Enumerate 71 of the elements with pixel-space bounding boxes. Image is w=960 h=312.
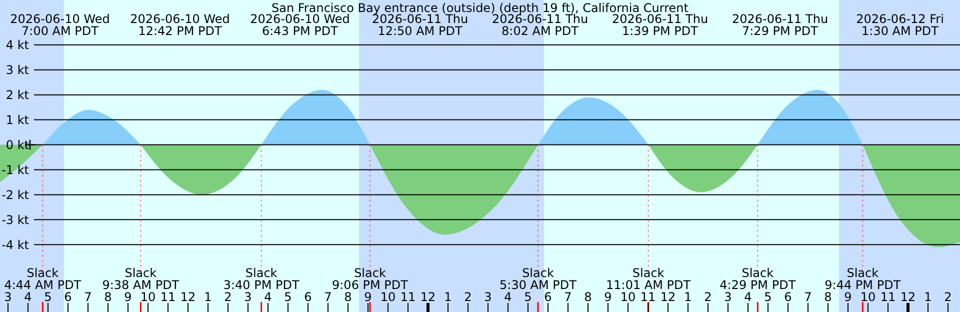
x-tick-label: 8 (584, 290, 592, 304)
ref-line-label: Slack 9:06 PM PDT (332, 266, 409, 292)
x-tick-label: 10 (380, 290, 396, 304)
ref-line-label: Slack 3:40 PM PDT (223, 266, 300, 292)
ref-line-label: Slack 9:38 AM PDT (102, 266, 180, 292)
ref-line-label: Slack 11:01 AM PDT (606, 266, 692, 292)
x-tick-label: 5 (764, 290, 772, 304)
x-tick-label: 9 (844, 290, 852, 304)
x-tick-label: 9 (124, 290, 132, 304)
x-tick-label: 9 (604, 290, 612, 304)
y-tick-label: 3 kt (6, 63, 30, 78)
x-tick-label: 10 (620, 290, 636, 304)
x-tick-label: 12 (660, 290, 676, 304)
y-tick-label: 2 kt (6, 88, 30, 102)
annotation: 2026-06-10 Wed 12:42 PM PDT (130, 12, 230, 38)
x-tick-label: 6 (304, 290, 312, 304)
x-tick-label: 2 (464, 290, 472, 304)
x-tick-label: 11 (400, 290, 416, 304)
ref-line-label: Slack 5:30 AM PDT (500, 266, 578, 292)
x-tick-label: 4 (24, 290, 32, 304)
x-tick-label: 4 (504, 290, 512, 304)
x-tick-label: 10 (140, 290, 156, 304)
ref-line-label: Slack 4:44 AM PDT (4, 266, 82, 292)
x-tick-label: 1 (924, 290, 932, 304)
x-tick-label: 8 (824, 290, 832, 304)
x-tick-label: 4 (744, 290, 752, 304)
y-tick-label: 4 kt (6, 38, 30, 52)
y-tick-label: -4 kt (2, 238, 30, 252)
x-tick-label: 2 (944, 290, 952, 304)
x-tick-label: 12 (420, 290, 436, 304)
y-tick-label: 1 kt (6, 113, 30, 128)
x-tick-label: 11 (160, 290, 176, 304)
y-tick-label: -2 kt (2, 188, 30, 202)
y-tick-label: -1 kt (2, 162, 30, 177)
x-tick-label: 8 (104, 290, 112, 304)
annotation: 2026-06-12 Fri 1:30 AM PDT (856, 12, 944, 38)
x-tick-label: 1 (684, 290, 692, 304)
x-tick-label: 7 (564, 290, 572, 304)
x-tick-label: 10 (860, 290, 876, 304)
x-tick-label: 2 (224, 290, 232, 304)
x-tick-label: 6 (544, 290, 552, 304)
x-tick-label: 7 (804, 290, 812, 304)
x-tick-label: 3 (4, 290, 12, 304)
ref-line-label: Slack 4:29 PM PDT (720, 266, 796, 292)
x-tick-label: 12 (180, 290, 196, 304)
chart-title: San Francisco Bay entrance (outside) (depth 19 ft), California Current (272, 1, 689, 15)
x-tick-label: 11 (640, 290, 656, 304)
x-tick-label: 5 (284, 290, 292, 304)
x-tick-label: 3 (484, 290, 492, 304)
x-tick-label: 3 (724, 290, 732, 304)
x-tick-label: 7 (324, 290, 332, 304)
x-tick-label: 6 (784, 290, 792, 304)
y-tick-label: -3 kt (2, 212, 30, 227)
x-tick-label: 1 (204, 290, 212, 304)
x-tick-label: 3 (244, 290, 252, 304)
x-tick-label: 7 (84, 290, 92, 304)
x-tick-label: 5 (524, 290, 532, 304)
x-tick-label: 5 (44, 290, 52, 304)
annotation: 2026-06-10 Wed 6:43 PM PDT (250, 12, 350, 38)
x-tick-label: 9 (364, 290, 372, 304)
x-tick-label: 2 (704, 290, 712, 304)
annotation: 2026-06-11 Thu 1:39 PM PDT (612, 12, 708, 38)
x-tick-label: 4 (264, 290, 272, 304)
annotation: 2026-06-10 Wed 7:00 AM PDT (10, 12, 110, 38)
x-tick-label: 1 (444, 290, 452, 304)
ref-line-label: Slack 9:44 PM PDT (824, 266, 902, 292)
x-tick-label: 11 (880, 290, 896, 304)
x-tick-label: 8 (344, 290, 352, 304)
x-tick-label: 6 (64, 290, 72, 304)
annotation: 2026-06-11 Thu 7:29 PM PDT (732, 12, 828, 38)
x-tick-label: 12 (900, 290, 916, 304)
